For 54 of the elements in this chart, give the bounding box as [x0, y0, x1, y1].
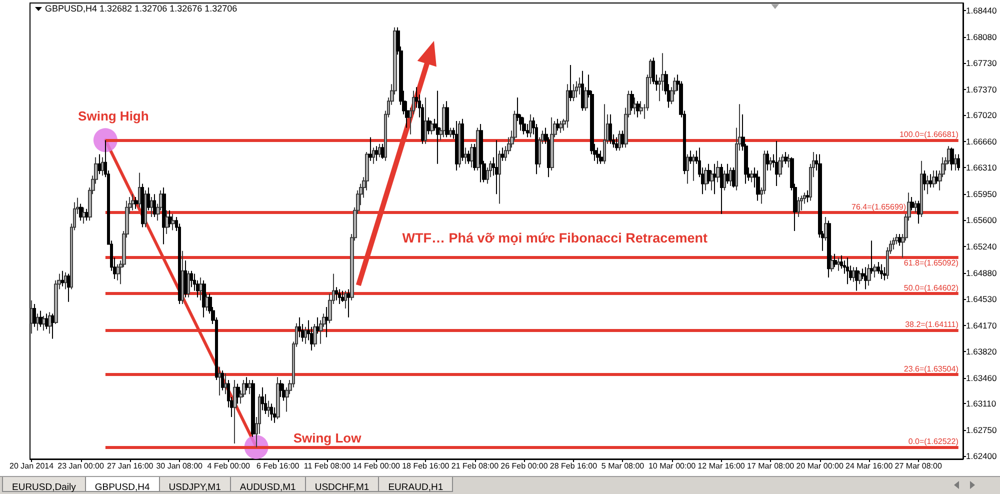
y-tick-label: 1.66310	[966, 162, 997, 173]
annotation: Swing High	[78, 108, 149, 124]
tab: USDJPY,M1	[158, 477, 231, 492]
y-tick-label: 1.67020	[966, 110, 997, 120]
x-tick-label: 5 Mar 08:00	[601, 462, 645, 470]
ref-line-label: 23.6=(1.63504)	[904, 364, 959, 374]
y-tick-label: 1.65240	[966, 241, 997, 252]
ref-line-label: 0.0=(1.62522)	[908, 437, 959, 446]
ref-line-label: 76.4=(1.65699)	[852, 202, 906, 212]
x-tick-label: 11 Feb 08:00	[304, 462, 351, 470]
ref-line-label: 50.0=(1.64602)	[904, 284, 959, 293]
x-tick-label: 12 Mar 16:00	[698, 462, 746, 470]
chart-title: GBPUSD,H4 1.32682 1.32706 1.32676 1.32706	[45, 4, 238, 14]
tab: GBPUSD,H4	[84, 477, 160, 492]
y-tick-label: 1.64880	[966, 268, 997, 278]
annotation: Swing Low	[293, 430, 362, 446]
x-tick-label: 14 Feb 00:00	[352, 462, 401, 470]
y-tick-label: 1.63820	[966, 346, 997, 356]
x-tick-label: 21 Feb 08:00	[451, 462, 500, 470]
x-tick-label: 26 Feb 00:00	[500, 462, 548, 470]
tab: USDCHF,M1	[304, 477, 380, 492]
ref-line-label: 61.8=(1.65092)	[904, 258, 959, 268]
y-tick-label: 1.65600	[966, 214, 997, 225]
y-tick-label: 1.62750	[966, 425, 997, 436]
x-tick-label: 23 Jan 00:00	[58, 462, 104, 470]
x-tick-label: 28 Feb 16:00	[550, 462, 598, 470]
y-tick-label: 1.66660	[966, 136, 997, 147]
y-tick-label: 1.68080	[966, 32, 997, 42]
annotation: WTF… Phá vỡ mọi mức Fibonacci Retracement	[402, 230, 708, 246]
y-tick-label: 1.67370	[966, 84, 997, 94]
y-tick-label: 1.63460	[966, 372, 997, 383]
y-tick-label: 1.68440	[966, 5, 997, 16]
x-tick-label: 20 Mar 00:00	[796, 462, 844, 470]
ref-line-label: 100.0=(1.66681)	[899, 130, 959, 140]
x-tick-label: 30 Jan 08:00	[156, 462, 204, 470]
x-tick-label: 27 Mar 08:00	[894, 462, 942, 470]
y-tick-label: 1.67730	[966, 58, 997, 68]
x-tick-label: 10 Mar 00:00	[648, 462, 696, 470]
ref-line-label: 38.2=(1.64111)	[905, 320, 959, 329]
y-tick-label: 1.64530	[966, 294, 997, 304]
tab: EURAUD,H1	[378, 477, 454, 492]
x-tick-label: 18 Feb 16:00	[402, 462, 450, 470]
y-tick-label: 1.64170	[966, 320, 997, 330]
y-tick-label: 1.63110	[966, 398, 996, 409]
x-tick-label: 6 Feb 16:00	[256, 462, 300, 470]
x-tick-label: 17 Mar 08:00	[746, 462, 795, 470]
x-tick-label: 27 Jan 16:00	[106, 462, 154, 470]
tab: AUDUSD,M1	[230, 477, 306, 492]
y-tick-label: 1.62400	[966, 451, 997, 462]
x-tick-label: 4 Feb 00:00	[207, 462, 251, 470]
x-tick-label: 20 Jan 2014	[10, 462, 54, 470]
x-tick-label: 24 Mar 16:00	[846, 462, 894, 470]
y-tick-label: 1.65950	[966, 189, 997, 200]
tab: EURUSD,Daily	[2, 477, 86, 492]
